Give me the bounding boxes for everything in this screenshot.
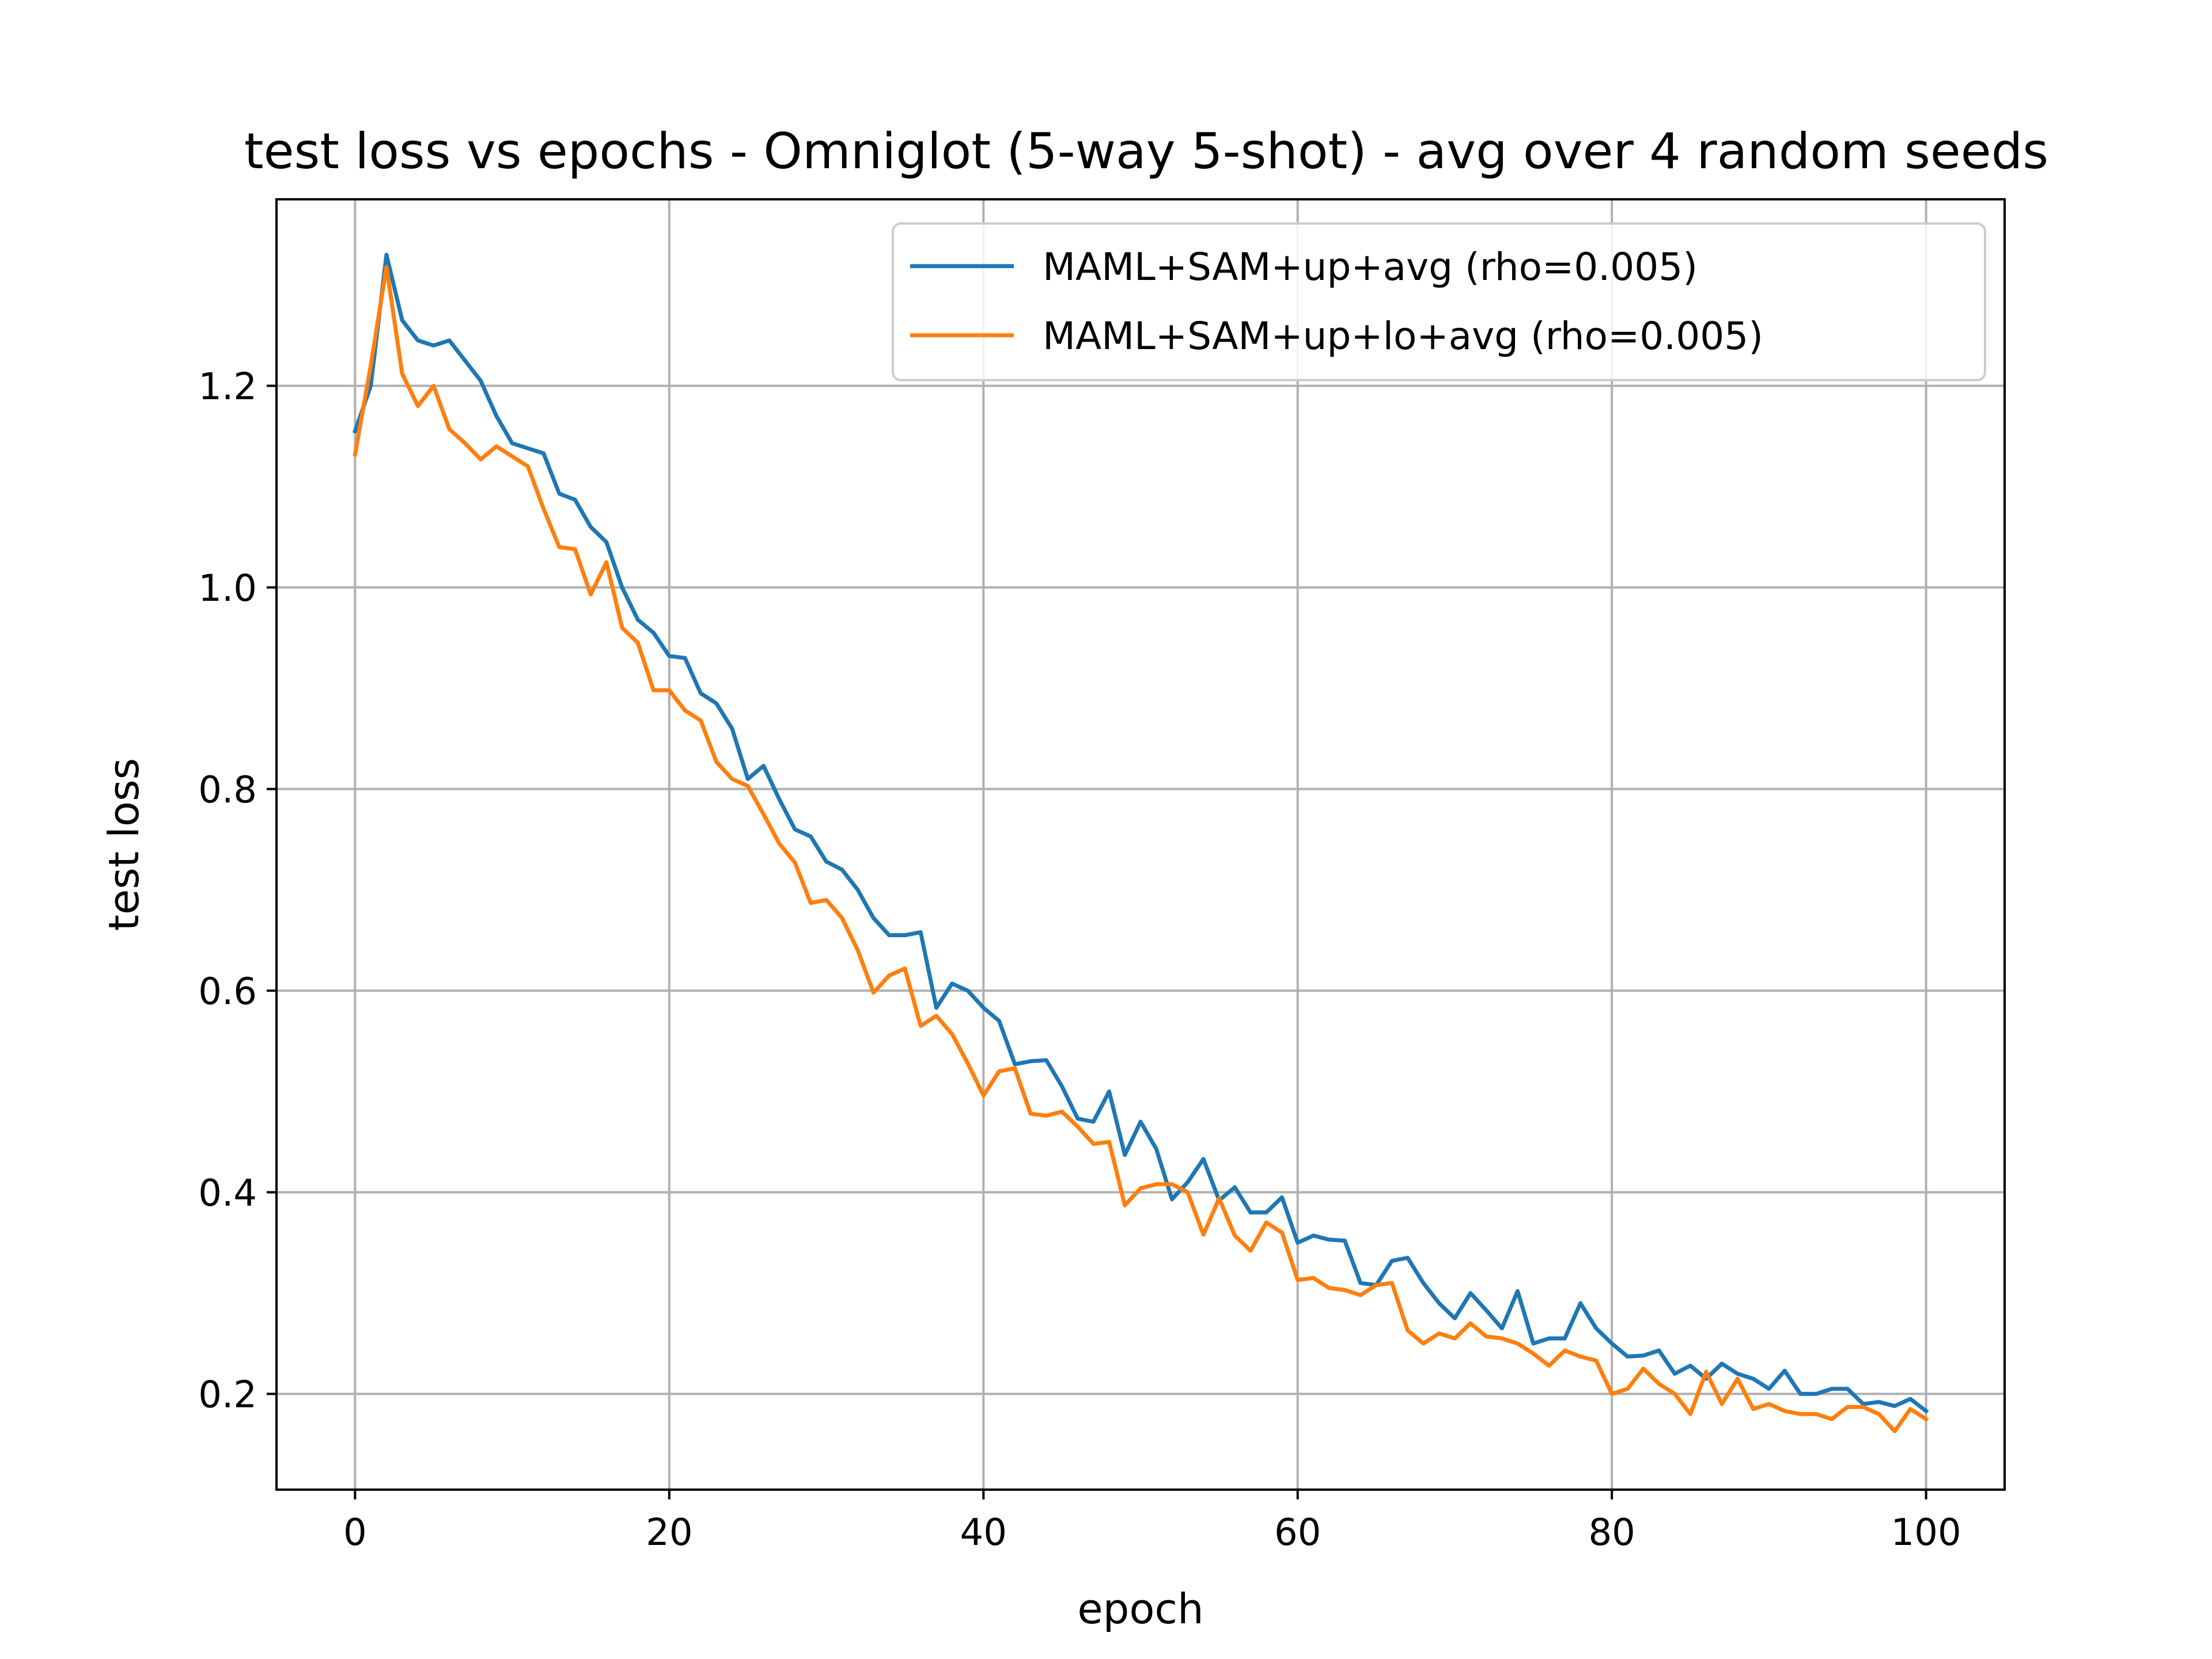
x-tick-label: 0: [343, 1512, 367, 1554]
x-axis: 0 20 40 60 80 100: [343, 1490, 1961, 1554]
y-tick-label: 1.2: [198, 366, 257, 408]
x-tick-label: 60: [1274, 1512, 1321, 1554]
legend-label: MAML+SAM+up+avg (rho=0.005): [1043, 245, 1698, 289]
series-lines: [352, 252, 1929, 1433]
y-tick-label: 0.4: [198, 1172, 257, 1215]
x-tick-label: 80: [1588, 1512, 1635, 1554]
y-tick-label: 1.0: [198, 567, 257, 610]
y-tick-label: 0.6: [198, 971, 257, 1013]
y-tick-label: 0.8: [198, 769, 257, 812]
x-tick-label: 20: [646, 1512, 692, 1554]
x-tick-label: 100: [1891, 1512, 1961, 1554]
y-axis: 0.2 0.4 0.6 0.8 1.0 1.2: [198, 366, 276, 1416]
legend-box: [892, 222, 1986, 381]
series-line-2: [353, 264, 1929, 1433]
chart-title: test loss vs epochs - Omniglot (5-way 5-…: [244, 123, 2048, 180]
legend: MAML+SAM+up+avg (rho=0.005) MAML+SAM+up+l…: [892, 222, 1986, 381]
grid: [276, 199, 2005, 1490]
series-line-1: [352, 252, 1929, 1414]
x-axis-title: epoch: [1077, 1585, 1203, 1633]
y-axis-title: test loss: [100, 758, 148, 931]
legend-label: MAML+SAM+up+lo+avg (rho=0.005): [1043, 314, 1763, 358]
plot-frame: [275, 198, 2006, 1491]
x-tick-label: 40: [960, 1512, 1007, 1554]
y-tick-label: 0.2: [198, 1374, 257, 1416]
